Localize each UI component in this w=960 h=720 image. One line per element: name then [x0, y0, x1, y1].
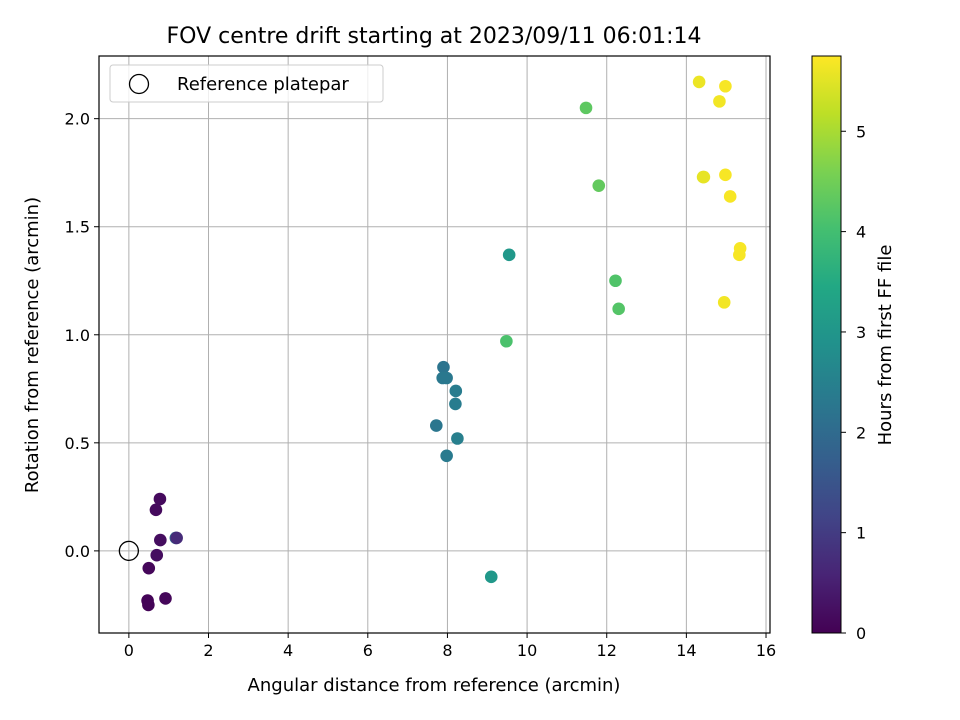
colorbar-tick-label: 2 [856, 423, 866, 442]
y-axis-label: Rotation from reference (arcmin) [22, 197, 43, 493]
x-tick-label: 10 [517, 641, 537, 660]
data-point [592, 179, 606, 192]
data-point [429, 419, 443, 432]
data-point [484, 570, 498, 584]
data-point [142, 561, 156, 575]
data-point [170, 531, 183, 545]
chart-title: FOV centre drift starting at 2023/09/11 … [167, 24, 702, 49]
data-point [440, 371, 453, 385]
plot-frame [98, 55, 771, 634]
data-point [579, 101, 593, 115]
data-point [719, 168, 732, 182]
x-tick-label: 6 [363, 641, 373, 660]
colorbar-tick-label: 5 [856, 122, 866, 141]
y-tick-label: 1.0 [65, 326, 90, 345]
data-point [723, 190, 737, 203]
reference-platepar-point [118, 540, 140, 562]
data-point [502, 248, 516, 262]
data-point [154, 533, 167, 547]
data-point [153, 492, 167, 506]
data-point [697, 170, 711, 184]
x-tick-label: 12 [597, 641, 617, 660]
data-point [719, 79, 732, 93]
colorbar-ticks: 0 1 2 3 4 5 [841, 122, 866, 643]
x-tick-label: 16 [756, 641, 776, 660]
y-tick-label: 0.0 [65, 542, 90, 561]
colorbar-tick-label: 3 [856, 323, 866, 342]
colorbar-gradient [811, 55, 842, 634]
x-tick-label: 0 [124, 641, 134, 660]
data-point [609, 274, 622, 288]
data-point [149, 503, 163, 517]
grid-lines [99, 56, 770, 633]
legend-reference-label: Reference platepar [177, 74, 349, 95]
data-point [717, 296, 731, 309]
colorbar-tick-label: 1 [856, 524, 866, 543]
colorbar-tick-label: 4 [856, 223, 866, 242]
legend-reference-marker [128, 73, 150, 95]
data-point [612, 302, 625, 316]
data-point [142, 598, 155, 612]
x-tick-label: 4 [283, 641, 293, 660]
data-point [500, 334, 513, 348]
data-point [733, 248, 746, 262]
data-point [451, 432, 464, 445]
colorbar-tick-label: 0 [856, 624, 866, 643]
data-point [449, 384, 463, 398]
x-tick-label: 8 [442, 641, 452, 660]
data-point [159, 592, 172, 605]
data-point [437, 360, 450, 374]
y-tick-label: 1.5 [65, 218, 90, 237]
y-tick-label: 0.5 [65, 434, 90, 453]
data-point [449, 397, 462, 411]
data-point [713, 95, 726, 108]
y-tick-label: 2.0 [65, 110, 90, 129]
colorbar-label: Hours from first FF file [875, 245, 896, 446]
colorbar: 0 1 2 3 4 5 Hours from first FF file [811, 55, 896, 643]
data-point [150, 548, 164, 562]
data-point [692, 75, 706, 89]
data-points [118, 75, 747, 612]
legend-box [109, 64, 384, 103]
legend: Reference platepar [109, 64, 384, 103]
x-axis-label: Angular distance from reference (arcmin) [248, 675, 621, 696]
x-tick-label: 14 [676, 641, 696, 660]
x-tick-label: 2 [203, 641, 213, 660]
axis-ticks: 0 2 4 6 8 10 12 14 16 0.0 0.5 1.0 1.5 2.0 [65, 110, 777, 660]
data-point [440, 449, 453, 463]
